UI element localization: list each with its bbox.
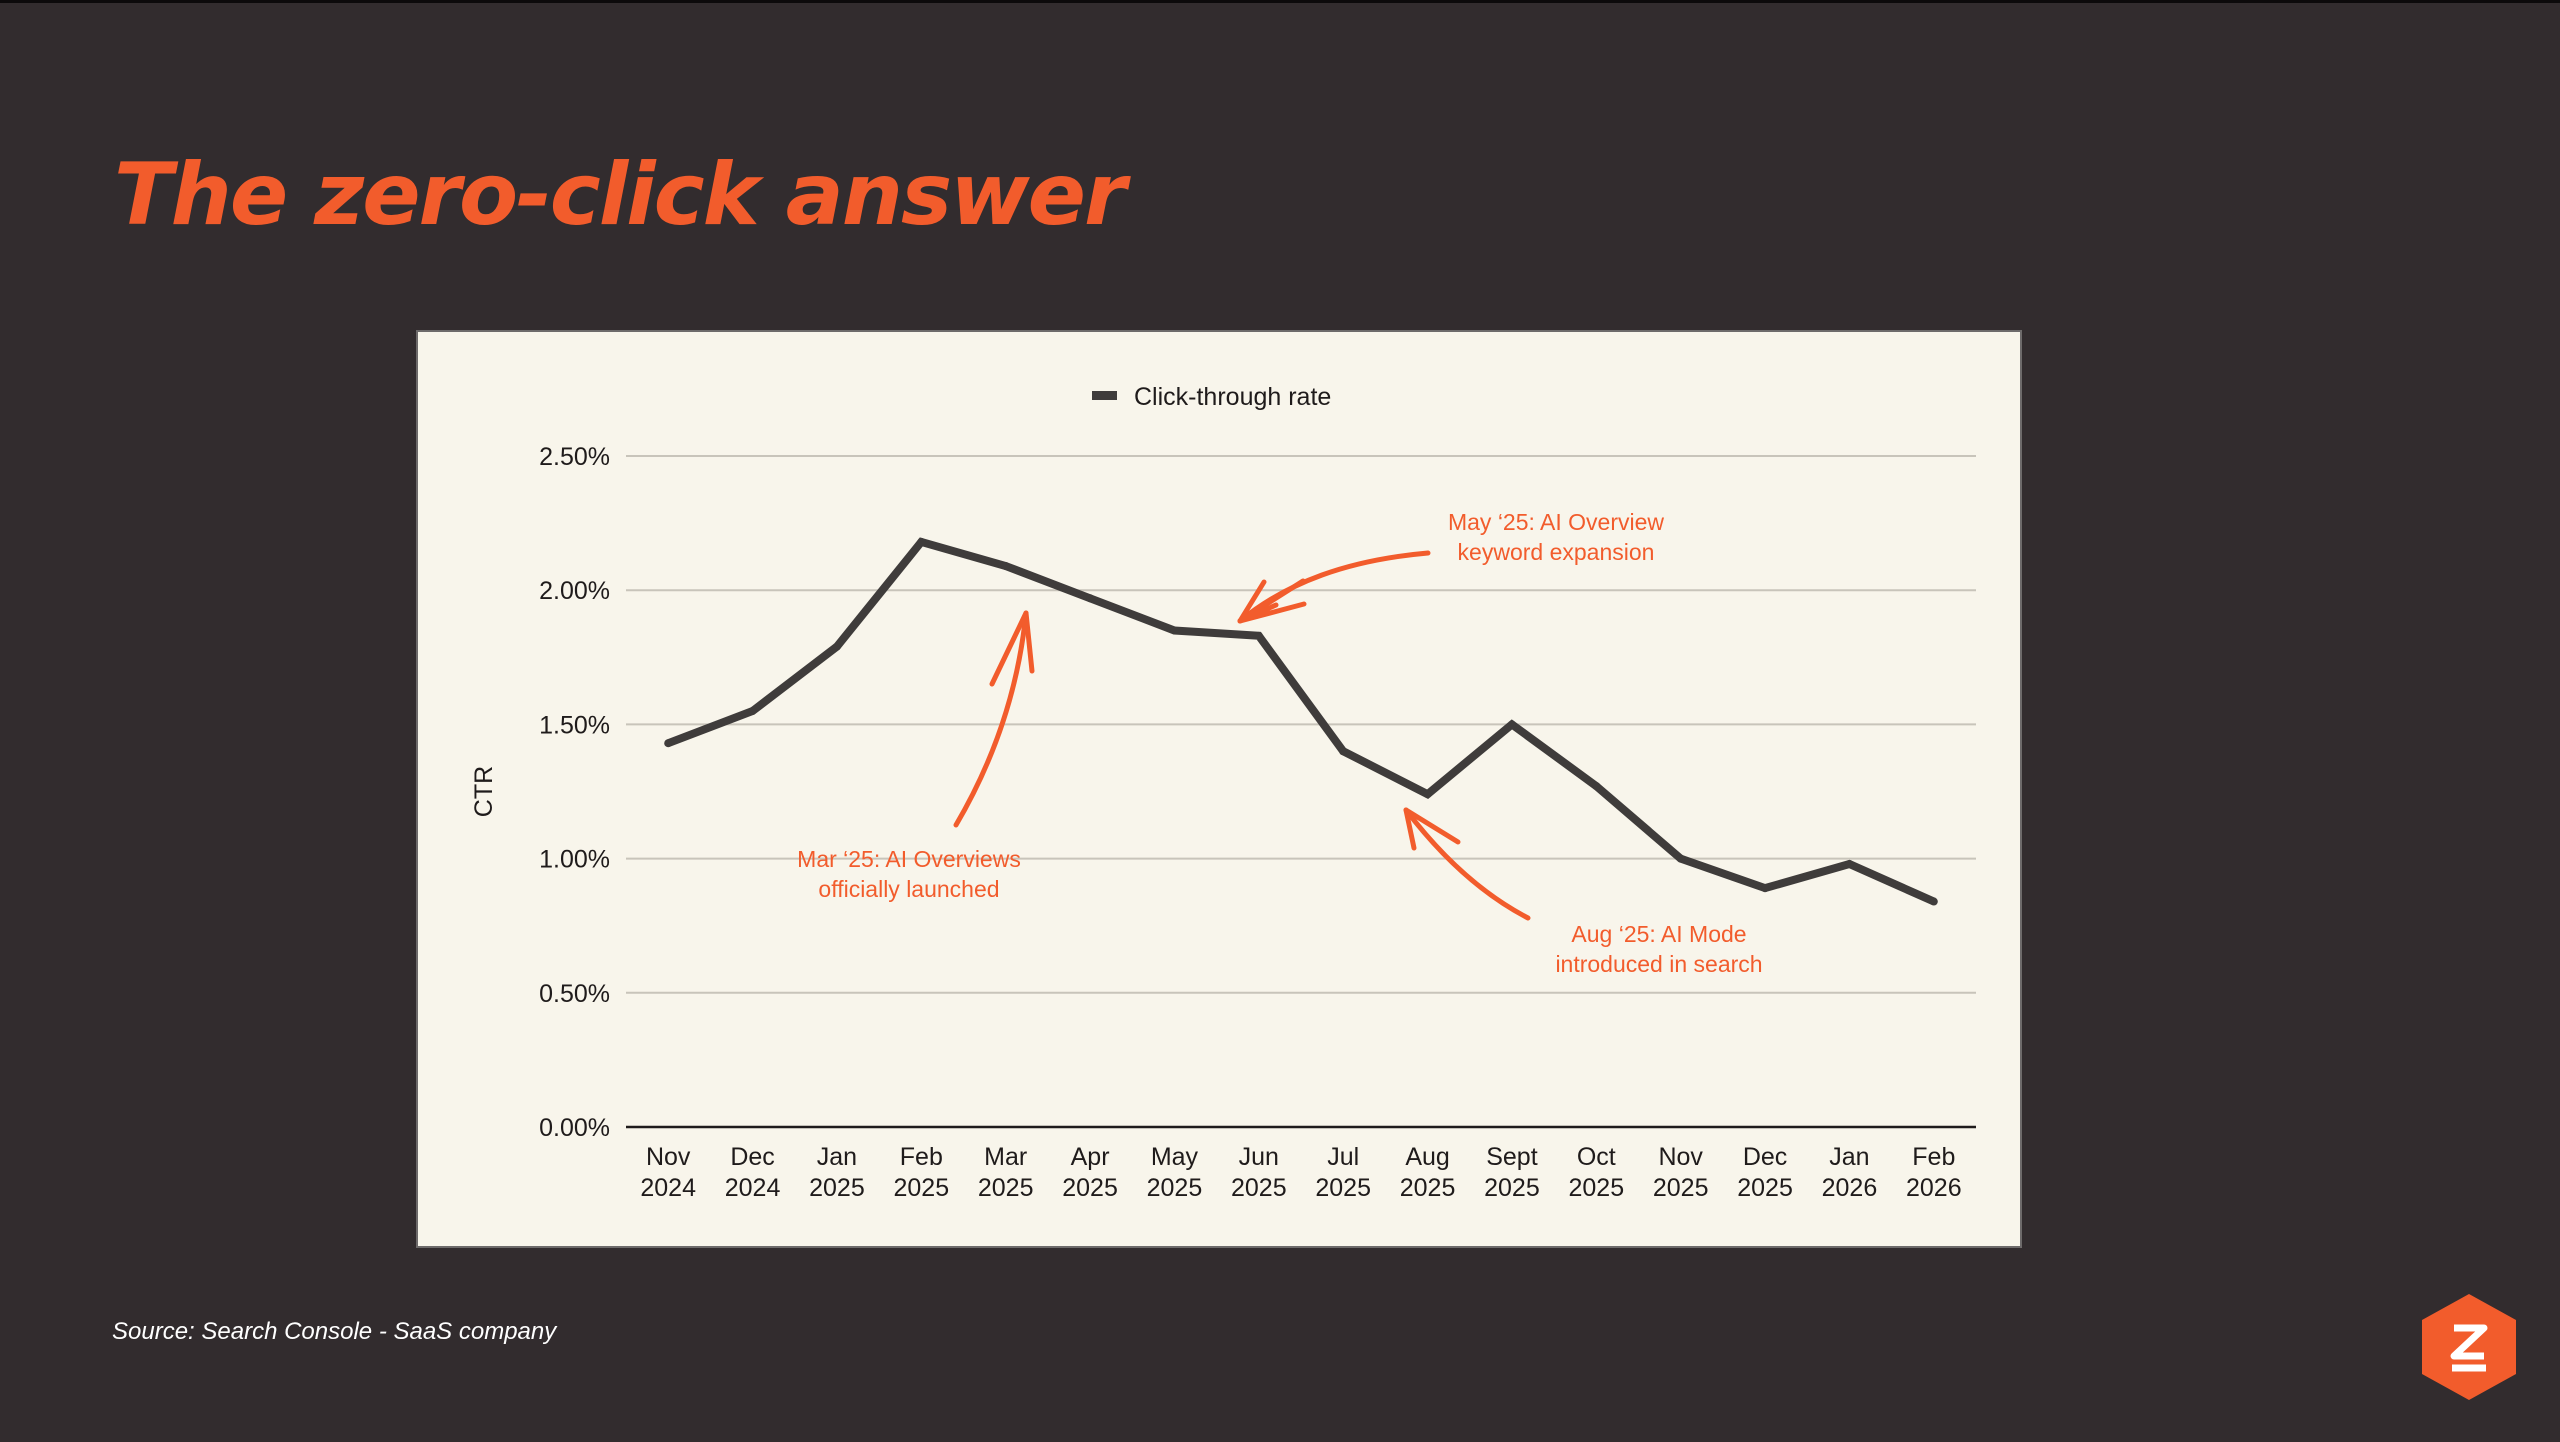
y-axis-label: CTR [470,766,498,817]
annotation-label: officially launched [818,876,999,902]
y-tick-label: 2.00% [539,577,610,605]
y-tick-label: 0.50% [539,980,610,1008]
x-tick-label: 2024 [725,1174,781,1202]
ctr-data-point [1086,594,1095,603]
ctr-data-point [1845,859,1854,868]
y-tick-label: 0.00% [539,1114,610,1142]
legend-swatch [1092,391,1117,400]
ctr-data-point [1929,897,1938,906]
x-tick-label: Mar [984,1143,1027,1171]
x-tick-label: Jan [1829,1143,1869,1171]
slide-title: The zero-click answer [114,145,1126,245]
annotation-label: Mar ‘25: AI Overviews [797,846,1021,872]
x-tick-label: 2025 [978,1174,1034,1202]
x-tick-label: 2025 [894,1174,950,1202]
annotation-arrowhead [989,610,1035,687]
x-tick-label: Dec [1743,1143,1787,1171]
ctr-data-point [1170,626,1179,635]
x-tick-label: Feb [1912,1143,1955,1171]
x-tick-label: Aug [1405,1143,1449,1171]
x-tick-label: Oct [1577,1143,1616,1171]
x-tick-label: 2025 [1062,1174,1118,1202]
x-tick-label: Sept [1486,1143,1537,1171]
brand-hexagon-icon [2422,1294,2516,1400]
ctr-data-point [832,642,841,651]
ctr-data-point [664,739,673,748]
x-tick-label: Jul [1327,1143,1359,1171]
ctr-data-point [1423,790,1432,799]
ctr-data-point [1507,720,1516,729]
y-tick-label: 1.50% [539,711,610,739]
annotation-label: May ‘25: AI Overview [1448,509,1664,535]
legend-label: Click-through rate [1134,383,1331,411]
x-tick-label: 2025 [1653,1174,1709,1202]
ctr-data-point [748,706,757,715]
ctr-data-point [1339,747,1348,756]
x-tick-label: 2025 [1315,1174,1371,1202]
ctr-data-point [917,537,926,546]
x-tick-label: 2025 [1569,1174,1625,1202]
y-tick-label: 1.00% [539,846,610,874]
source-note: Source: Search Console - SaaS company [112,1318,557,1345]
x-tick-label: Feb [900,1143,943,1171]
x-tick-label: Apr [1071,1143,1110,1171]
x-tick-label: Nov [646,1143,691,1171]
annotation-arrowhead [1237,579,1279,624]
x-tick-label: Jan [817,1143,857,1171]
x-tick-label: May [1151,1143,1199,1171]
ctr-line-chart: 0.00% 0.50% 1.00% 1.50% 2.00% 2.50% Nov 2024 Dec… [470,383,1976,1202]
top-border [0,0,2560,3]
x-tick-label: 2026 [1822,1174,1878,1202]
ctr-data-point [1001,562,1010,571]
x-tick-label: 2025 [1147,1174,1203,1202]
annotation-label: introduced in search [1555,951,1762,977]
x-tick-label: Nov [1658,1143,1703,1171]
x-tick-label: 2025 [1231,1174,1287,1202]
x-tick-label: 2025 [1400,1174,1456,1202]
x-tick-label: Dec [730,1143,774,1171]
annotation-label: keyword expansion [1458,539,1655,565]
ctr-data-point [1592,782,1601,791]
y-tick-label: 2.50% [539,443,610,471]
x-tick-label: Jun [1239,1143,1279,1171]
x-tick-label: 2024 [640,1174,696,1202]
annotation-arrow [953,610,1029,828]
x-tick-label: 2025 [1737,1174,1793,1202]
x-tick-label: 2025 [1484,1174,1540,1202]
x-tick-label: 2026 [1906,1174,1962,1202]
ctr-data-point [1254,631,1263,640]
ctr-data-point [1761,884,1770,893]
x-tick-label: 2025 [809,1174,865,1202]
chart-panel: 0.00% 0.50% 1.00% 1.50% 2.00% 2.50% Nov 2024 Dec… [416,330,2022,1248]
annotation-arrow [1403,807,1531,921]
annotation-label: Aug ‘25: AI Mode [1571,921,1746,947]
ctr-data-point [1676,854,1685,863]
ctr-series-line [666,537,1936,906]
annotation-arrowhead [1403,807,1461,851]
